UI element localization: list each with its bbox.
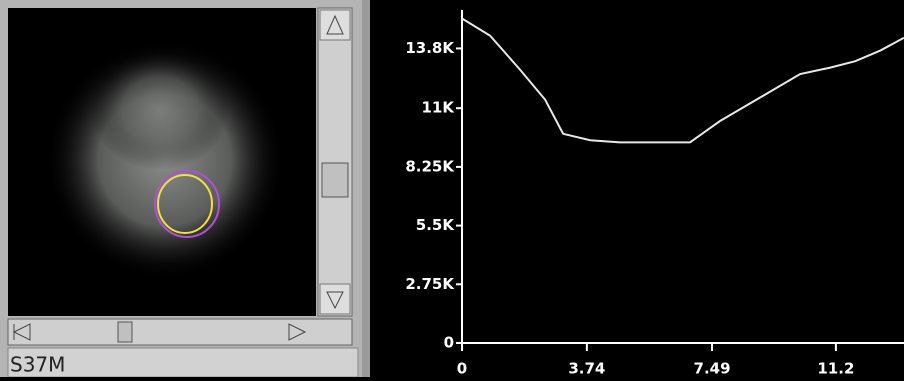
y-tick-label: 11K (422, 99, 456, 117)
scan-blob (90, 50, 230, 170)
y-tick-label: 13.8K (405, 39, 455, 57)
y-tick-label: 5.5K (416, 216, 456, 234)
h-thumb[interactable] (118, 322, 132, 342)
h-scrollbar[interactable] (8, 319, 352, 345)
series-label: S37M (10, 353, 65, 377)
separator (362, 0, 370, 377)
x-tick-label: 0 (457, 360, 467, 378)
v-scrollbar[interactable] (318, 8, 352, 316)
screen: S37M 0 2.75K 5.5K 8.25K 11K 13.8K 0 3.74 7.49 11.… (0, 0, 904, 377)
y-tick-label: 0 (444, 334, 454, 352)
scroll-down[interactable] (320, 284, 350, 314)
scroll-up[interactable] (320, 10, 350, 40)
page: S37M 0 2.75K 5.5K 8.25K 11K 13.8K 0 3.74 7.49 11.… (0, 0, 904, 377)
x-tick-label: 3.74 (568, 360, 605, 378)
y-tick-label: 8.25K (405, 157, 455, 175)
y-tick-label: 2.75K (405, 275, 455, 293)
x-tick-label: 7.49 (694, 360, 731, 378)
x-tick-label: 11.2 (817, 360, 854, 378)
v-thumb[interactable] (322, 163, 348, 197)
